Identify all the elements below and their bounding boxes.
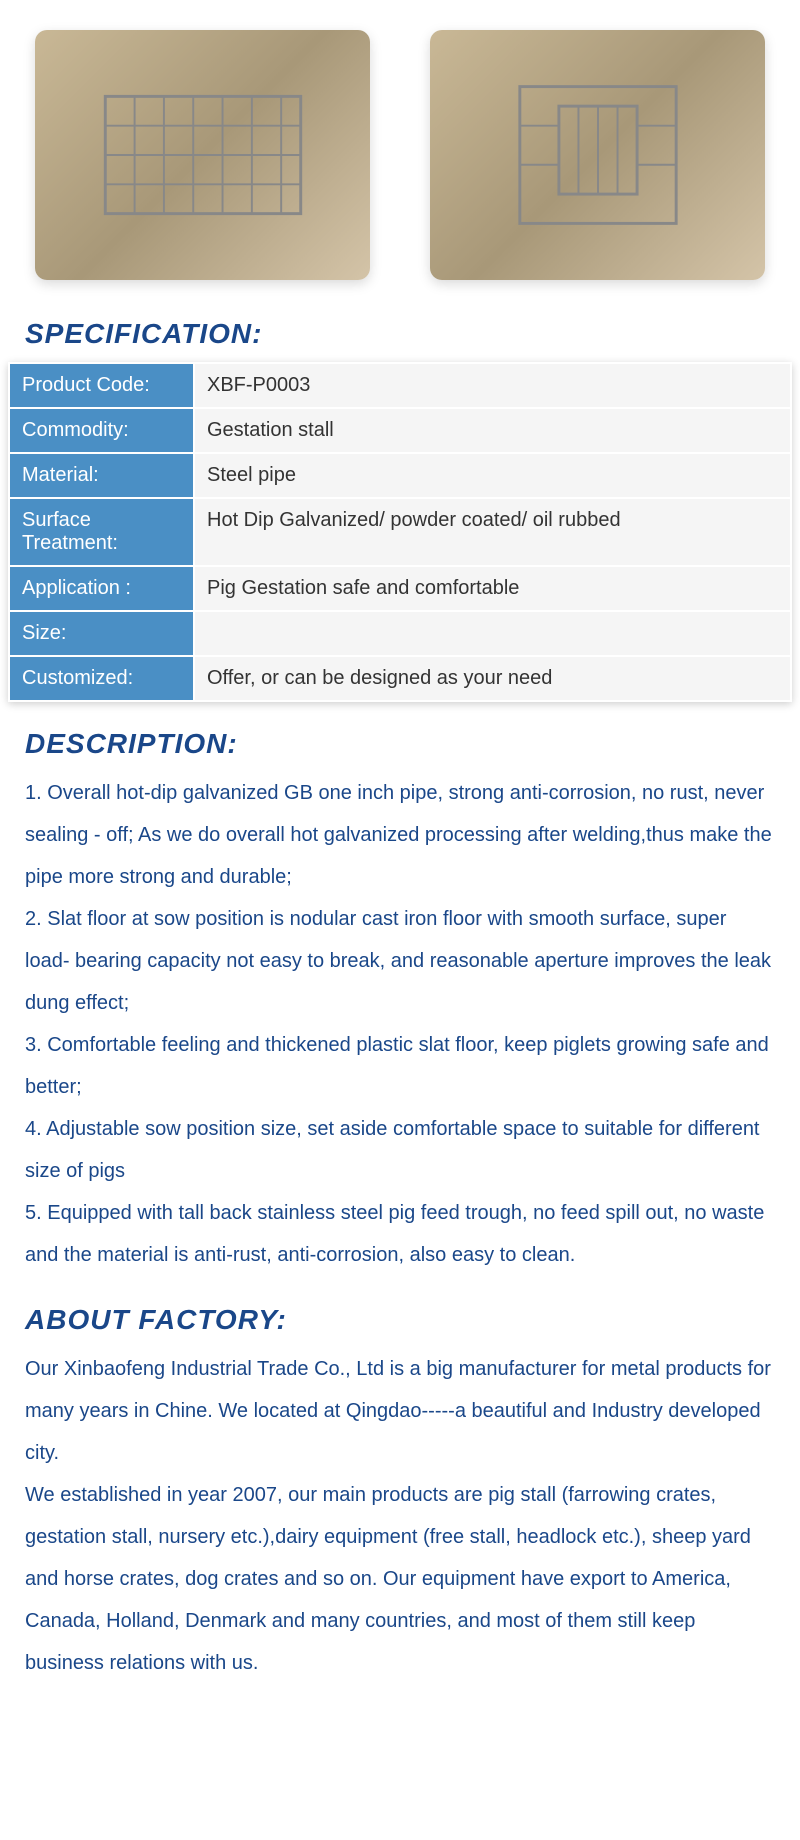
table-row: Customized: Offer, or can be designed as… bbox=[9, 656, 791, 701]
spec-value: Steel pipe bbox=[194, 453, 791, 498]
spec-label: Product Code: bbox=[9, 363, 194, 408]
spec-label: Application : bbox=[9, 566, 194, 611]
factory-heading: ABOUT FACTORY: bbox=[0, 1286, 800, 1348]
spec-label: Size: bbox=[9, 611, 194, 656]
description-heading: DESCRIPTION: bbox=[0, 710, 800, 772]
spec-label: Customized: bbox=[9, 656, 194, 701]
product-image-front bbox=[430, 30, 765, 280]
spec-value: XBF-P0003 bbox=[194, 363, 791, 408]
table-row: Commodity: Gestation stall bbox=[9, 408, 791, 453]
specification-table: Product Code: XBF-P0003 Commodity: Gesta… bbox=[8, 362, 792, 702]
table-row: Product Code: XBF-P0003 bbox=[9, 363, 791, 408]
spec-value: Pig Gestation safe and comfortable bbox=[194, 566, 791, 611]
spec-label: Material: bbox=[9, 453, 194, 498]
table-row: Surface Treatment: Hot Dip Galvanized/ p… bbox=[9, 498, 791, 566]
spec-value: Offer, or can be designed as your need bbox=[194, 656, 791, 701]
spec-value: Hot Dip Galvanized/ powder coated/ oil r… bbox=[194, 498, 791, 566]
spec-value bbox=[194, 611, 791, 656]
spec-label: Surface Treatment: bbox=[9, 498, 194, 566]
product-image-side bbox=[35, 30, 370, 280]
description-body: 1. Overall hot-dip galvanized GB one inc… bbox=[0, 772, 800, 1286]
table-row: Application : Pig Gestation safe and com… bbox=[9, 566, 791, 611]
table-row: Material: Steel pipe bbox=[9, 453, 791, 498]
specification-heading: SPECIFICATION: bbox=[0, 300, 800, 362]
table-row: Size: bbox=[9, 611, 791, 656]
spec-value: Gestation stall bbox=[194, 408, 791, 453]
spec-label: Commodity: bbox=[9, 408, 194, 453]
factory-body: Our Xinbaofeng Industrial Trade Co., Ltd… bbox=[0, 1348, 800, 1704]
product-images-row bbox=[0, 0, 800, 300]
